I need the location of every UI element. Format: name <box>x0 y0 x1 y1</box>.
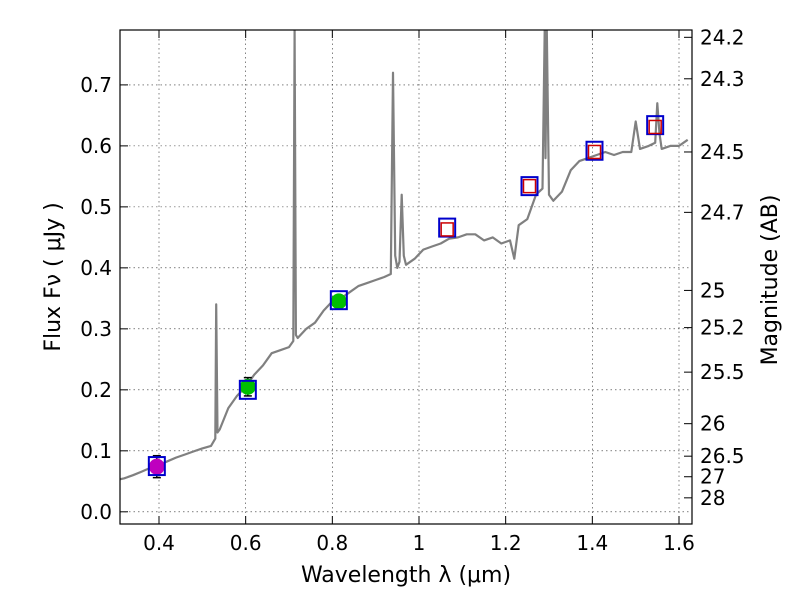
y-tick-label: 0.3 <box>80 317 112 341</box>
mag-tick-label: 28 <box>700 486 725 510</box>
model-box-blue <box>585 140 604 161</box>
mag-tick-label: 25.5 <box>700 360 745 384</box>
model-box-red <box>648 119 662 135</box>
plot-frame <box>119 29 693 525</box>
photometry-point <box>148 458 165 475</box>
model-flux-boxes <box>147 115 665 477</box>
model-box-red <box>587 144 602 160</box>
mag-tick-label: 27 <box>700 465 725 489</box>
y-tick-label: 0.2 <box>80 378 112 402</box>
y-tick-label: 0.4 <box>80 256 112 280</box>
x-tick-label: 1 <box>413 531 426 555</box>
y-tick-label: 0.5 <box>80 195 112 219</box>
mag-tick-label: 24.5 <box>700 140 745 164</box>
model-box-blue <box>238 379 257 400</box>
model-box-blue <box>329 290 348 311</box>
y-tick-label: 0.6 <box>80 134 112 158</box>
mag-tick-label: 25 <box>700 278 725 302</box>
mag-tick-label: 25.2 <box>700 316 745 340</box>
grid-lines <box>120 30 692 524</box>
mag-tick-label: 24.3 <box>700 67 745 91</box>
axis-ticks: 0.4 0.6 0.8 1 1.2 1.4 1.6 0.0 0.1 0.2 0.3 0.4 0.5 0.6… <box>80 25 744 555</box>
spectrum-line <box>120 30 689 481</box>
mag-tick-label: 24.2 <box>700 25 745 49</box>
x-tick-label: 1.6 <box>663 531 695 555</box>
y-axis-label-right: Magnitude (AB) <box>758 195 783 366</box>
x-tick-label: 1.2 <box>490 531 522 555</box>
y-tick-label: 0.7 <box>80 73 112 97</box>
mag-tick-label: 24.7 <box>700 200 745 224</box>
x-tick-label: 0.6 <box>230 531 262 555</box>
mag-tick-label: 26.5 <box>700 444 745 468</box>
mag-tick-label: 26 <box>700 412 725 436</box>
x-tick-label: 0.4 <box>143 531 175 555</box>
photometry-point <box>330 293 347 310</box>
x-tick-label: 0.8 <box>316 531 348 555</box>
x-axis-label: Wavelength λ (μm) <box>301 563 511 588</box>
y-axis-label: Flux Fν ( μJy ) <box>41 202 66 351</box>
y-tick-label: 0.1 <box>80 439 112 463</box>
model-box-red <box>522 178 537 194</box>
model-box-blue <box>147 456 166 477</box>
model-box-red <box>440 222 454 237</box>
model-box-blue <box>520 176 539 197</box>
y-tick-label: 0.0 <box>80 500 112 524</box>
x-tick-label: 1.4 <box>576 531 608 555</box>
